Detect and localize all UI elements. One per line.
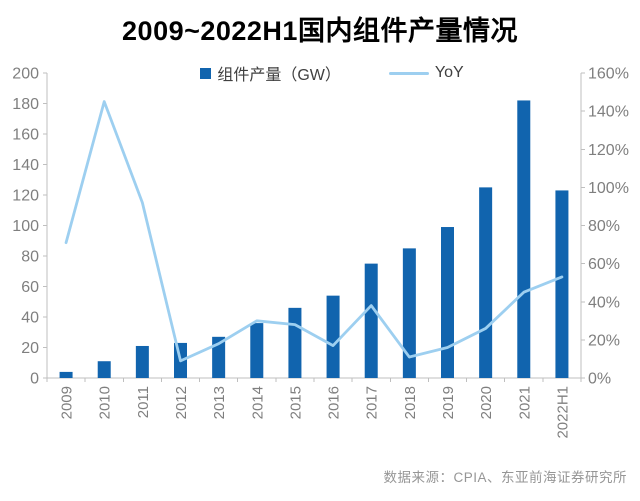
left-axis-tick-label: 160	[12, 127, 39, 144]
bar-2009	[59, 371, 73, 378]
legend: 组件产量（GW） YoY	[12, 61, 640, 85]
left-axis-tick-label: 120	[12, 188, 39, 205]
bar-series-label: 组件产量（GW）	[217, 67, 341, 84]
legend-item-bar-series: 组件产量（GW）	[200, 61, 341, 85]
left-axis-tick-label: 60	[21, 279, 39, 296]
bar-2019	[441, 227, 454, 378]
right-axis-tick-label: 160%	[588, 66, 629, 83]
x-axis-label-2018: 2018	[402, 386, 419, 419]
right-axis-tick-label: 140%	[588, 104, 629, 121]
x-axis-label-2014: 2014	[249, 386, 266, 419]
bar-2011	[135, 345, 149, 378]
x-axis-label-2021: 2021	[516, 386, 533, 419]
x-axis-label-2020: 2020	[478, 386, 495, 419]
legend-item-line-series: YoY	[388, 64, 464, 82]
left-axis-tick-label: 0	[30, 371, 39, 388]
left-axis-tick-label: 40	[21, 310, 39, 327]
bar-2021	[517, 100, 531, 378]
right-axis-tick-label: 60%	[588, 256, 620, 273]
x-axis-label-2010: 2010	[97, 386, 114, 419]
right-axis-tick-label: 0%	[588, 371, 611, 388]
bar-series-swatch-icon	[200, 67, 212, 79]
left-axis-tick-label: 180	[12, 96, 39, 113]
left-axis-tick-label: 140	[12, 157, 39, 174]
left-axis-tick-label: 20	[21, 340, 39, 357]
bar-2016	[326, 295, 340, 378]
bar-2017	[364, 263, 378, 378]
left-axis-tick-label: 200	[12, 66, 39, 83]
x-axis-label-2022H1: 2022H1	[554, 386, 571, 439]
bar-2013	[212, 336, 226, 378]
page-title: 2009~2022H1国内组件产量情况	[122, 16, 518, 46]
x-axis-label-2011: 2011	[135, 386, 152, 418]
x-axis-label-2015: 2015	[287, 386, 304, 419]
bar-2022H1	[555, 190, 569, 378]
x-axis-label-2012: 2012	[173, 386, 190, 419]
line-series-swatch-icon	[388, 71, 429, 75]
yoy-line	[64, 100, 564, 363]
x-axis-label-2016: 2016	[326, 386, 343, 419]
bar-2014	[250, 323, 264, 378]
x-axis-label-2017: 2017	[364, 386, 381, 419]
data-source-note: 数据来源：CPIA、东亚前海证券研究所	[383, 470, 627, 485]
bar-2020	[479, 187, 493, 378]
x-axis-label-2009: 2009	[59, 386, 76, 419]
right-axis-tick-label: 40%	[588, 294, 620, 311]
x-axis-label-2013: 2013	[211, 386, 228, 419]
bar-2015	[288, 307, 302, 378]
left-axis-tick-label: 80	[21, 249, 39, 266]
right-axis-tick-label: 120%	[588, 142, 629, 159]
right-axis-tick-label: 80%	[588, 218, 620, 235]
x-axis-label-2019: 2019	[440, 386, 457, 419]
bar-2018	[402, 248, 416, 378]
bar-2010	[97, 361, 111, 378]
left-axis-tick-label: 100	[12, 218, 39, 235]
line-series-label: YoY	[434, 64, 464, 81]
right-axis-tick-label: 20%	[588, 332, 620, 349]
right-axis-tick-label: 100%	[588, 180, 629, 197]
